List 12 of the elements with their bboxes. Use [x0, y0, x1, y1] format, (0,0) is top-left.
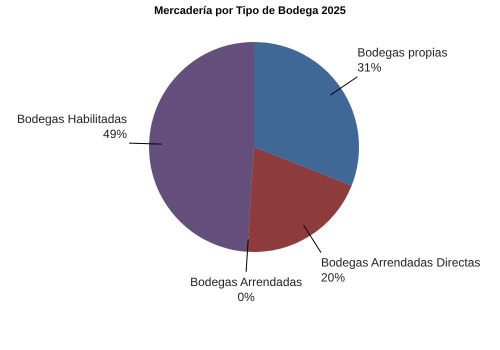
pie-slice [149, 42, 254, 252]
category-label: Bodegas Arrendadas [190, 274, 302, 289]
chart-title: Mercadería por Tipo de Bodega 2025 [154, 5, 346, 17]
data-label: 31% [357, 60, 382, 75]
slice-label: Bodegas Arrendadas Directas [320, 256, 480, 270]
pie-slice [254, 42, 359, 186]
pie-slice [247, 147, 352, 252]
text: 0% [237, 290, 255, 304]
data-label: 20% [320, 270, 346, 285]
slice-label: Bodegas Habilitadas [16, 112, 128, 126]
data-label: 49% [103, 127, 128, 142]
slice-label: Bodegas propias [357, 46, 448, 60]
